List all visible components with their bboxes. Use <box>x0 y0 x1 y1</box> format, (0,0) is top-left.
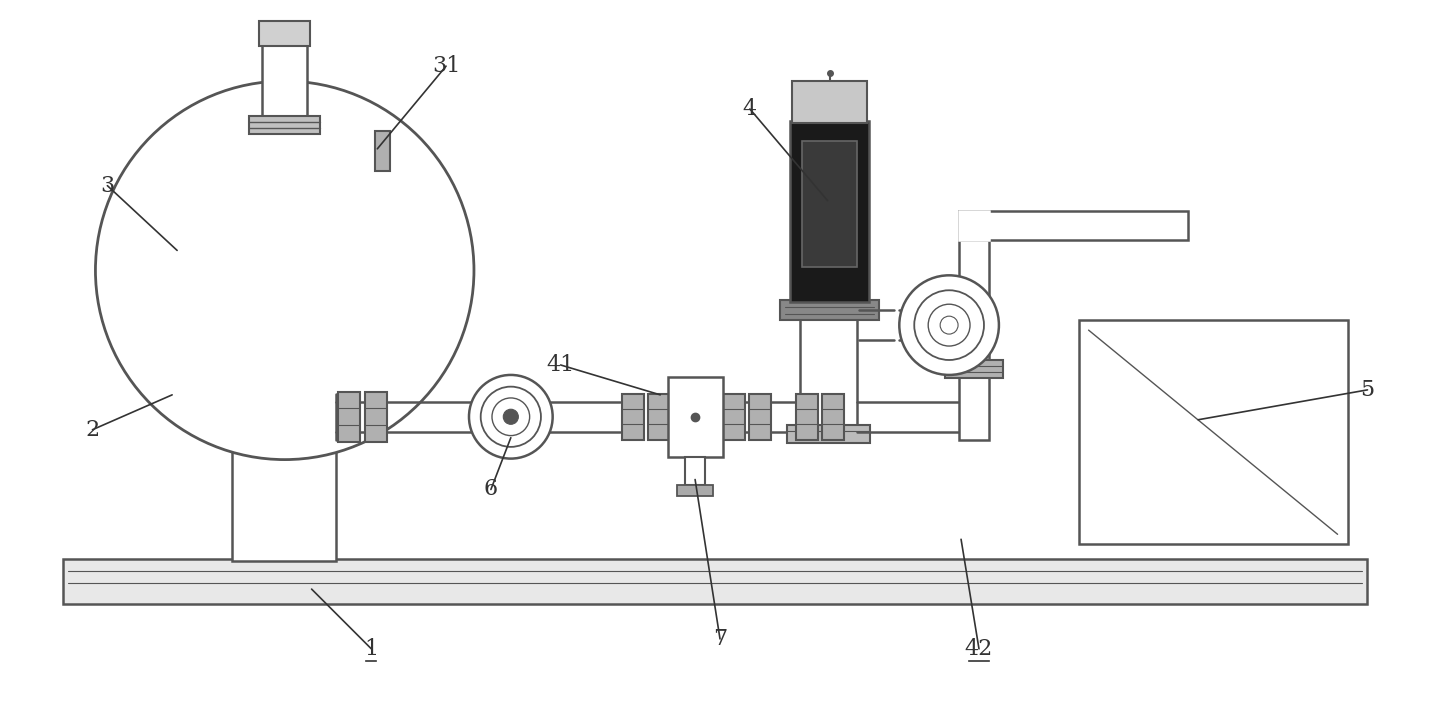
Text: 4: 4 <box>743 98 757 120</box>
Bar <box>678 485 712 496</box>
Bar <box>365 392 388 442</box>
Bar <box>62 559 1367 604</box>
Bar <box>685 457 705 485</box>
Bar <box>249 116 320 134</box>
Bar <box>787 425 871 443</box>
Bar <box>375 131 391 171</box>
Bar <box>802 141 858 267</box>
Text: 3: 3 <box>101 174 114 197</box>
Bar <box>1079 320 1348 544</box>
Circle shape <box>940 316 957 334</box>
Bar <box>796 394 818 440</box>
Bar <box>339 392 360 442</box>
Bar <box>800 86 858 425</box>
Text: 6: 6 <box>485 478 497 500</box>
Text: 41: 41 <box>547 354 575 376</box>
Circle shape <box>914 290 983 360</box>
Bar <box>668 377 722 457</box>
Bar <box>959 211 989 440</box>
Bar <box>780 300 880 320</box>
Bar <box>945 360 1002 378</box>
Bar <box>822 394 844 440</box>
Bar <box>989 211 1257 240</box>
Bar <box>232 380 336 561</box>
Bar <box>959 211 1188 240</box>
Circle shape <box>900 275 999 375</box>
Text: 31: 31 <box>433 55 460 77</box>
Bar <box>790 121 870 302</box>
Bar <box>748 394 771 440</box>
Bar <box>649 394 671 440</box>
Bar <box>258 21 310 46</box>
Circle shape <box>480 387 541 447</box>
Text: 7: 7 <box>712 628 727 650</box>
Bar <box>792 81 868 123</box>
Circle shape <box>469 375 552 458</box>
Text: 2: 2 <box>85 419 99 440</box>
Circle shape <box>95 81 474 460</box>
Text: 42: 42 <box>965 638 994 660</box>
Text: 1: 1 <box>365 638 378 660</box>
Circle shape <box>492 398 529 435</box>
Circle shape <box>929 304 970 346</box>
Text: 5: 5 <box>1360 379 1374 401</box>
Bar <box>959 211 989 240</box>
Bar <box>262 44 307 129</box>
Bar <box>623 394 645 440</box>
Circle shape <box>503 409 518 424</box>
Bar <box>722 394 746 440</box>
